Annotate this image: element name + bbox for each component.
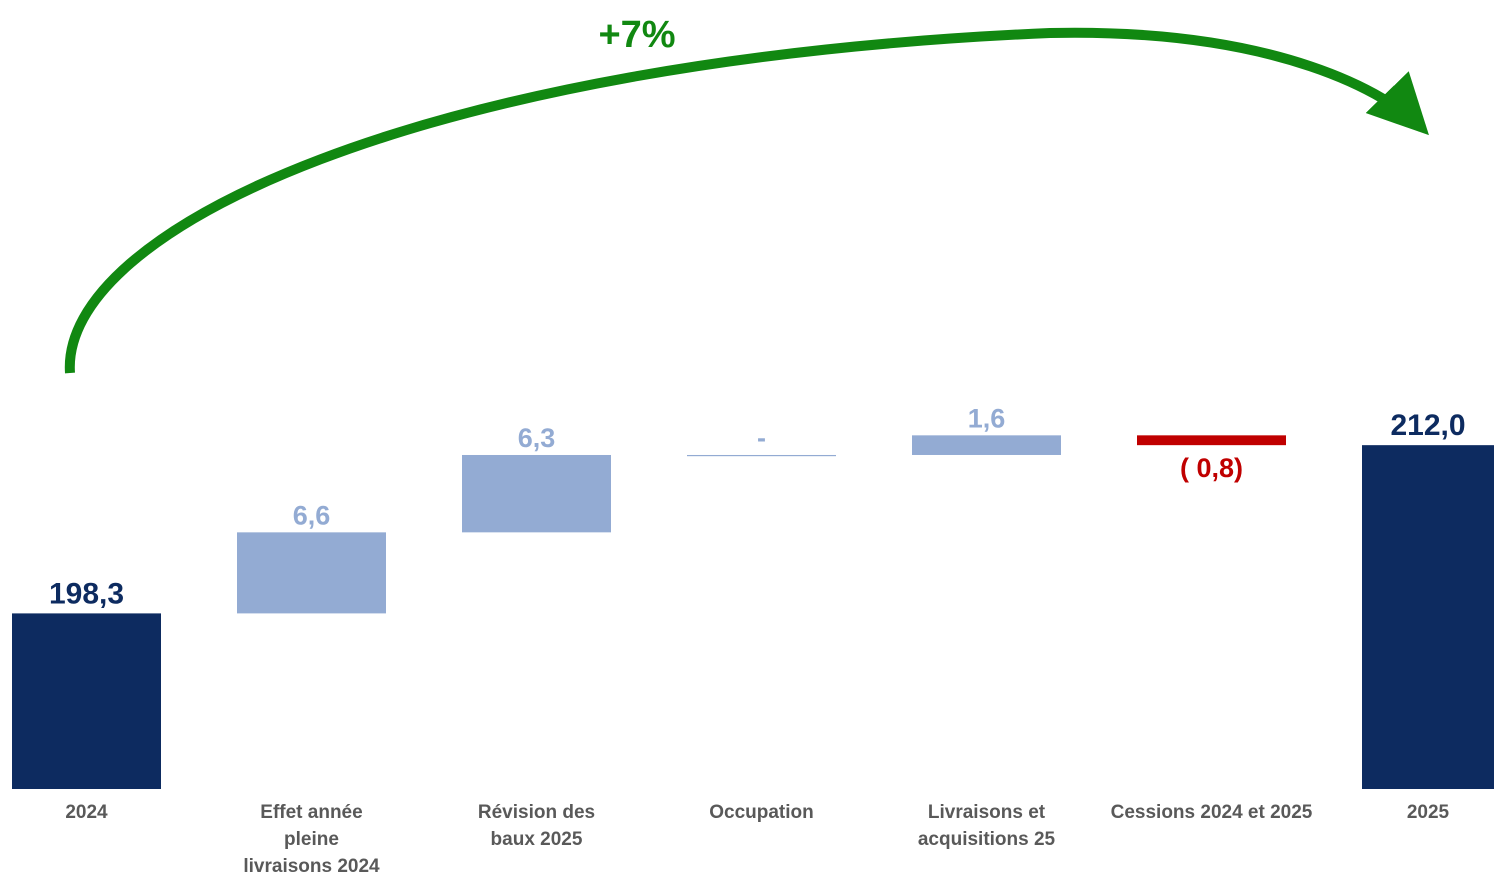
- bar-2: [462, 454, 611, 533]
- bar-1: [237, 532, 386, 614]
- category-label-0: 2024: [65, 802, 108, 823]
- bar-0: [12, 613, 161, 789]
- bar-5: [1137, 435, 1286, 446]
- data-label-5: ( 0,8): [1180, 453, 1243, 483]
- growth-arrow: [64, 27, 1429, 374]
- data-label-2: 6,3: [518, 423, 556, 453]
- data-label-0: 198,3: [49, 577, 124, 610]
- bar-4: [912, 435, 1061, 455]
- bar-3: [687, 454, 836, 457]
- bar-6: [1362, 445, 1494, 789]
- data-label-4: 1,6: [968, 403, 1006, 433]
- category-label-5: Cessions 2024 et 2025: [1110, 802, 1313, 823]
- bars-group: [12, 435, 1494, 789]
- category-label-2: Révision des baux 2025: [477, 802, 596, 850]
- category-label-3: Occupation: [709, 802, 814, 823]
- category-label-1: Effet année pleine livraisons 2024: [243, 802, 380, 877]
- data-label-6: 212,0: [1390, 409, 1465, 442]
- category-label-4: Livraisons et acquisitions 25: [917, 802, 1056, 850]
- data-label-3: -: [757, 423, 766, 453]
- data-label-1: 6,6: [293, 500, 331, 530]
- growth-annotation: +7%: [598, 14, 675, 56]
- value-labels-group: 198,3 6,6 6,3 - 1,6 ( 0,8) 212,0: [49, 403, 1466, 610]
- category-label-6: 2025: [1406, 802, 1450, 823]
